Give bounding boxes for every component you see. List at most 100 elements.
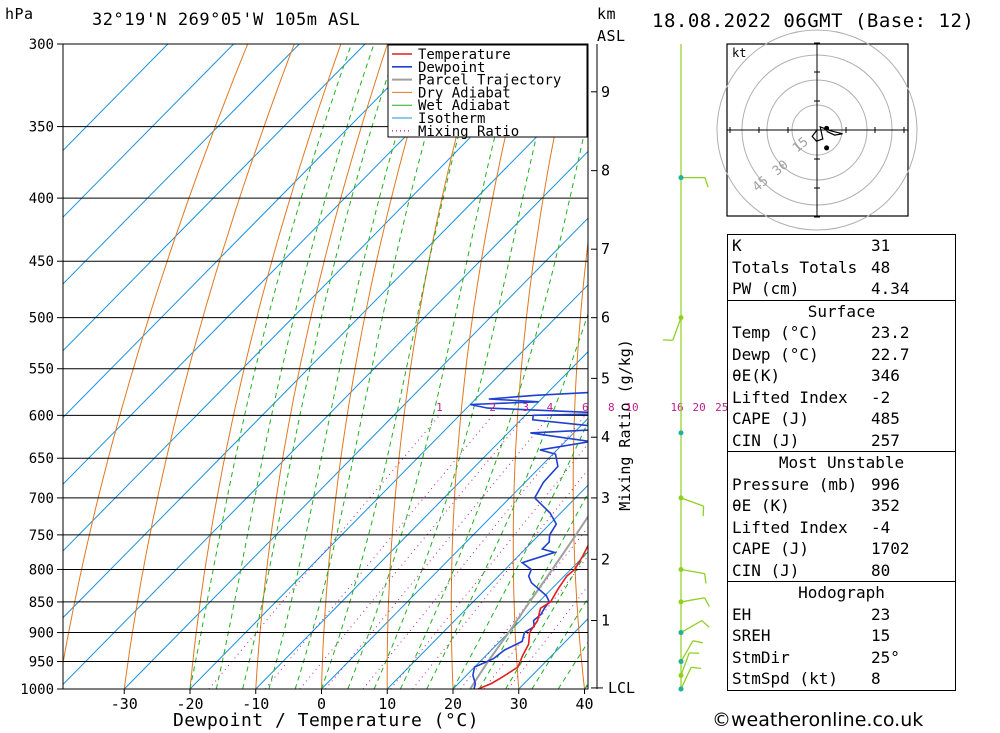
temperature-tick-label: 40 xyxy=(575,695,593,713)
temperature-tick-label: 10 xyxy=(378,695,396,713)
mixing-ratio-label: 4 xyxy=(547,401,554,414)
isotherm-line xyxy=(63,44,563,552)
index-value: 485 xyxy=(871,409,900,428)
section-title: Most Unstable xyxy=(778,453,905,472)
isotherm-line xyxy=(63,150,588,686)
isotherm-line xyxy=(321,417,588,689)
section-title: Surface xyxy=(807,301,876,321)
pressure-tick-label: 900 xyxy=(29,626,54,642)
wind-barb-staff xyxy=(680,568,705,575)
lcl-label: LCL xyxy=(608,679,635,697)
km-tick-label: 8 xyxy=(601,162,610,180)
isotherm-line xyxy=(386,484,588,689)
km-tick-label: 9 xyxy=(601,83,610,101)
km-tick-label: 1 xyxy=(601,612,610,630)
wet-adiabat-line xyxy=(215,44,375,689)
wind-barb-flag xyxy=(704,597,710,607)
wind-barb-staff xyxy=(672,317,682,341)
index-row: CAPE (J) 485 xyxy=(728,408,955,430)
wind-level-marker xyxy=(678,659,684,665)
parcel-trajectory-line xyxy=(469,514,588,689)
mixing-ratio-line xyxy=(264,414,494,689)
temperature-tick-label: 20 xyxy=(444,695,462,713)
isotherm-line xyxy=(452,551,588,689)
x-axis-title: Dewpoint / Temperature (°C) xyxy=(173,710,479,731)
hodograph-section: Hodograph EH 23 SREH 15 StmDir 25° StmSpd (… xyxy=(728,581,955,690)
index-label: StmSpd (kt) xyxy=(732,669,838,688)
isotherm-line xyxy=(63,44,234,218)
wet-adiabat-line xyxy=(452,420,588,689)
mixing-ratio-label: 10 xyxy=(625,401,638,414)
temperature-tick-label: -20 xyxy=(176,695,203,713)
index-value: 80 xyxy=(871,560,891,580)
wind-barb-flag xyxy=(703,573,707,584)
mixing-ratio-label: 3 xyxy=(522,401,529,414)
index-row: StmSpd (kt) 8 xyxy=(728,668,955,690)
isotherm-line xyxy=(63,44,300,285)
pressure-tick-label: 700 xyxy=(29,491,54,507)
index-value: 48 xyxy=(871,257,891,277)
pressure-tick-label: 350 xyxy=(29,120,54,136)
dry-adiabat-line xyxy=(993,44,1000,689)
wet-adiabat-line xyxy=(242,44,399,689)
mixing-ratio-line xyxy=(325,414,551,689)
dry-adiabat-line xyxy=(631,44,667,689)
mixing-ratio-line xyxy=(412,469,588,689)
mixing-ratio-label: 6 xyxy=(582,401,589,414)
copyright-footer: ©weatheronline.co.uk xyxy=(712,709,924,731)
isotherm-line xyxy=(255,351,588,689)
index-label: PW (cm) xyxy=(732,279,800,298)
hodograph-trace xyxy=(811,125,843,142)
dry-adiabat-line xyxy=(688,44,717,689)
pressure-tick-label: 800 xyxy=(29,562,54,578)
temperature-tick-label: -30 xyxy=(111,695,138,713)
wind-level-marker xyxy=(678,686,684,692)
index-label: CAPE (J) xyxy=(732,539,810,558)
index-value: 257 xyxy=(871,430,900,450)
index-value: 996 xyxy=(871,474,900,494)
wind-barb-flag xyxy=(691,666,702,670)
km-tick-label: 5 xyxy=(601,369,610,387)
section-title: Hodograph xyxy=(798,583,885,602)
wind-barb-flag xyxy=(692,640,703,644)
basic-indices: K 31 Totals Totals 48 PW (cm) 4.34 xyxy=(728,235,955,300)
wind-barb-staff xyxy=(680,597,705,603)
temperature-tick-label: 30 xyxy=(510,695,528,713)
location-title: 32°19'N 269°05'W 105m ASL xyxy=(92,10,361,30)
pressure-tick-label: 300 xyxy=(29,37,54,53)
index-label: Dewp (°C) xyxy=(732,344,819,364)
index-row: CAPE (J) 1702 xyxy=(728,538,955,560)
indices-table: K 31 Totals Totals 48 PW (cm) 4.34 Surface … xyxy=(727,234,956,691)
index-label: Lifted Index xyxy=(732,387,848,407)
hpa-unit-label: hPa xyxy=(5,5,34,23)
wet-adiabat-line xyxy=(399,114,588,689)
index-label: θE (K) xyxy=(732,496,790,515)
mixing-ratio-line xyxy=(390,443,588,689)
index-value: 1702 xyxy=(871,539,910,558)
pressure-tick-label: 450 xyxy=(29,254,54,270)
index-label: StmDir xyxy=(732,647,790,667)
km-tick-label: 7 xyxy=(601,240,610,258)
date-title: 18.08.2022 06GMT (Base: 12) xyxy=(652,10,975,32)
isotherm-line xyxy=(63,44,169,152)
index-row-pw: PW (cm) 4.34 xyxy=(728,278,955,300)
index-label: Totals Totals xyxy=(732,257,858,277)
isotherm-line xyxy=(63,44,432,419)
index-row: EH 23 xyxy=(728,604,955,626)
index-label: Pressure (mb) xyxy=(732,474,858,494)
wind-barb-staff xyxy=(680,652,690,676)
index-value: -2 xyxy=(871,387,891,407)
index-value: 31 xyxy=(871,236,891,255)
asl-unit-label: ASL xyxy=(597,27,626,45)
legend-label: Dry Adiabat xyxy=(418,85,511,101)
temperature-line xyxy=(477,543,588,689)
wet-adiabat-line xyxy=(268,44,425,689)
pressure-tick-label: 1000 xyxy=(20,682,54,698)
mixing-ratio-line xyxy=(507,585,588,689)
index-value: 352 xyxy=(871,496,900,515)
wind-barb-staff xyxy=(680,640,694,662)
index-value: 8 xyxy=(871,669,881,688)
index-row-k: K 31 xyxy=(728,235,955,257)
